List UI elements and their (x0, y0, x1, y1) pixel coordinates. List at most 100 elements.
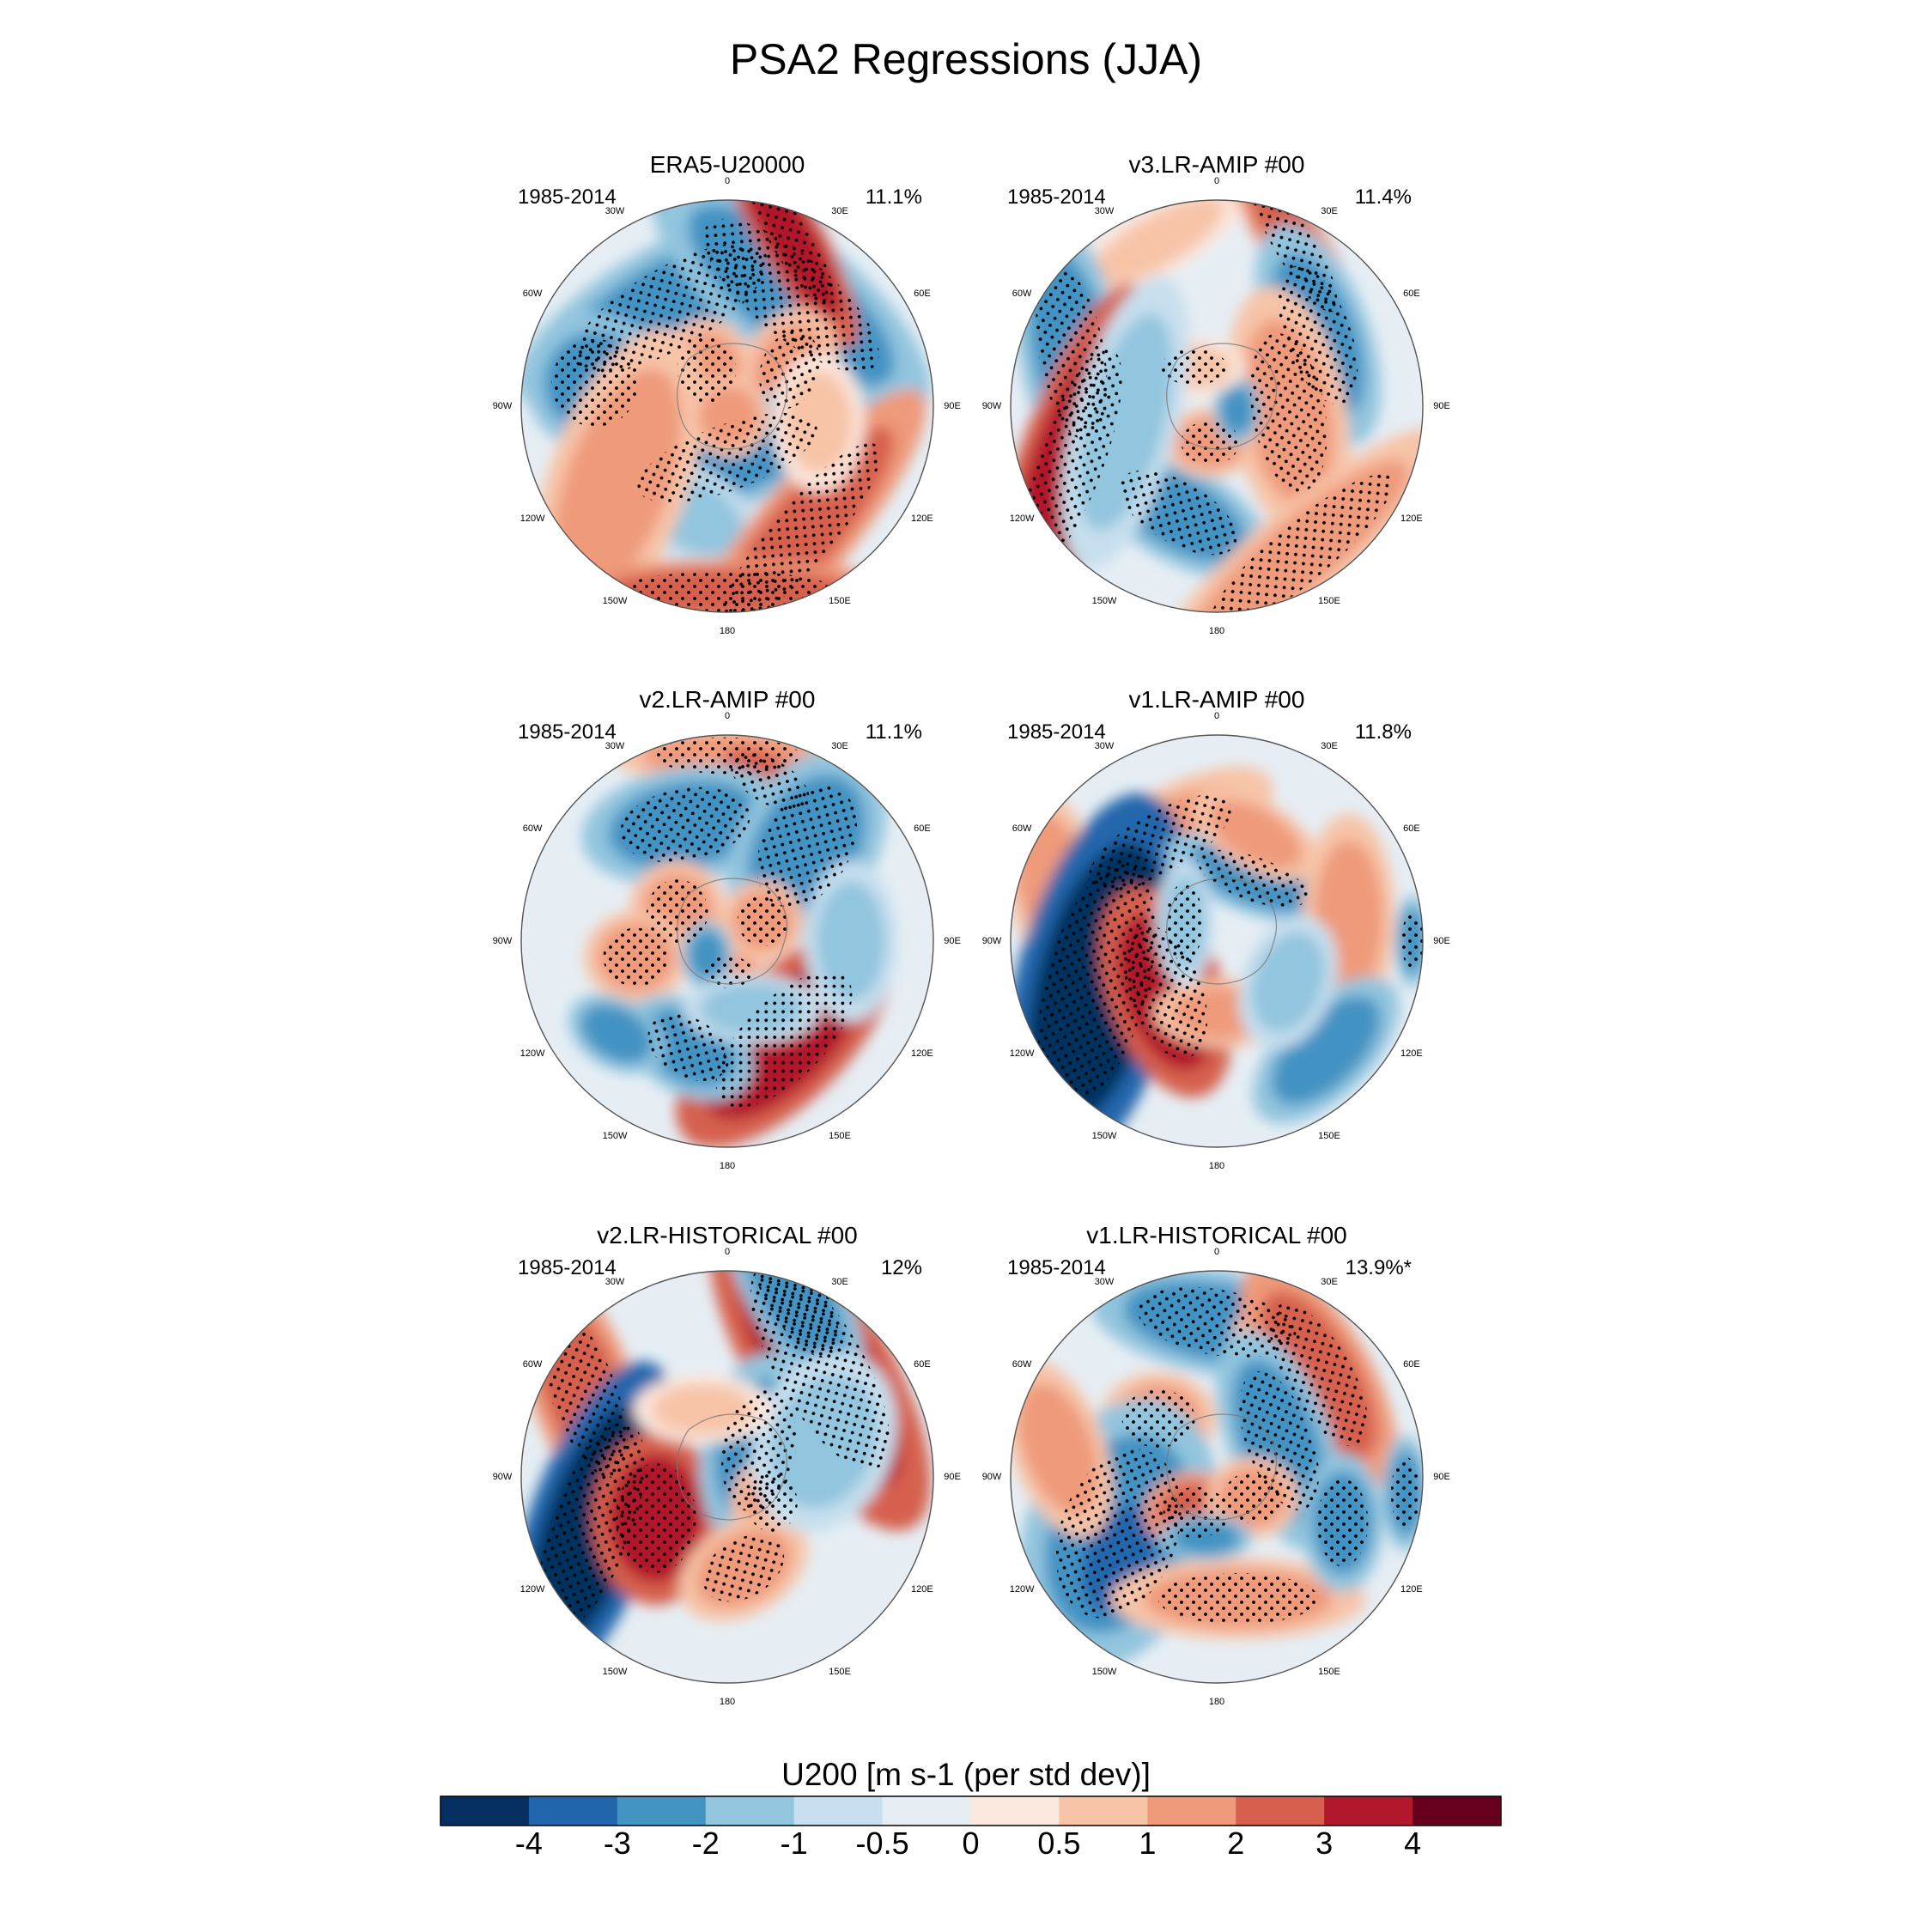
longitude-label: 180 (1208, 1161, 1225, 1171)
longitude-label: 120E (911, 1048, 933, 1059)
longitude-label: 120W (519, 513, 545, 524)
longitude-label: 90E (1433, 401, 1450, 411)
significance-stippling (1390, 1456, 1420, 1530)
anomaly-contour (1088, 200, 1225, 287)
significance-stippling (737, 895, 789, 946)
longitude-label: 180 (719, 1697, 736, 1707)
longitude-label: 90W (492, 401, 513, 411)
longitude-label: 30W (605, 741, 625, 752)
panel-title: v2.LR-HISTORICAL #00 (597, 1222, 858, 1249)
colorbar-swatch (1324, 1796, 1413, 1826)
longitude-label: 30E (831, 741, 848, 752)
longitude-label: 120W (1009, 1584, 1035, 1595)
longitude-label: 90W (492, 1472, 513, 1482)
longitude-label: 120W (1009, 513, 1035, 524)
coastline (1166, 343, 1278, 450)
longitude-label: 180 (719, 626, 736, 636)
longitude-label: 60E (1403, 289, 1420, 299)
longitude-label: 0 (1213, 1247, 1220, 1257)
significance-stippling (637, 412, 817, 503)
significance-stippling (1316, 1479, 1369, 1567)
anomaly-contour (1272, 996, 1381, 1105)
figure-title: PSA2 Regressions (JJA) (729, 35, 1203, 83)
significance-stippling (702, 1534, 785, 1602)
colorbar-title: U200 [m s-1 (per std dev)] (781, 1757, 1151, 1792)
significance-stippling (551, 338, 640, 427)
significance-stippling (1121, 1389, 1195, 1449)
longitude-label: 60E (914, 289, 931, 299)
significance-stippling (1166, 882, 1203, 963)
panel-period: 1985-2014 (1007, 185, 1106, 209)
significance-stippling (1181, 421, 1240, 465)
longitude-label: 150E (829, 1666, 851, 1677)
anomaly-contour (1078, 313, 1173, 531)
longitude-label: 120E (1400, 1048, 1423, 1059)
longitude-label: 0 (724, 1247, 731, 1257)
anomaly-contour (1018, 1383, 1099, 1515)
panel-period: 1985-2014 (1007, 720, 1106, 744)
longitude-label: 90W (981, 1472, 1002, 1482)
significance-stippling (616, 1463, 696, 1573)
longitude-label: 120W (519, 1048, 545, 1059)
significance-stippling (617, 571, 837, 612)
anomaly-contour (580, 1004, 653, 1064)
panel-variance-pct: 11.1% (865, 720, 922, 744)
panel-period: 1985-2014 (1007, 1256, 1106, 1279)
longitude-label: 60W (1012, 823, 1032, 834)
longitude-label: 180 (1208, 1697, 1225, 1707)
longitude-label: 0 (724, 711, 731, 721)
longitude-label: 30W (605, 1277, 625, 1288)
coastline (677, 878, 788, 985)
longitude-label: 60E (914, 823, 931, 834)
coastline (1166, 1413, 1278, 1521)
longitude-label: 0 (1213, 176, 1220, 186)
longitude-label: 30W (1094, 1277, 1115, 1288)
longitude-label: 150E (1318, 595, 1340, 606)
longitude-label: 30E (1321, 741, 1338, 752)
significance-stippling (702, 956, 753, 988)
significance-stippling (715, 970, 853, 1108)
significance-stippling (647, 1014, 730, 1081)
longitude-label: 150E (829, 595, 851, 606)
colorbar-swatch (705, 1796, 795, 1826)
longitude-label: 120E (911, 513, 933, 524)
colorbar-swatch (970, 1796, 1060, 1826)
panel-title: v3.LR-AMIP #00 (1128, 151, 1305, 178)
panel-period: 1985-2014 (518, 185, 617, 209)
significance-stippling (620, 787, 750, 863)
longitude-label: 60E (1403, 1359, 1420, 1370)
colorbar-swatch (882, 1796, 971, 1826)
significance-stippling (603, 927, 669, 987)
longitude-label: 90E (944, 1472, 961, 1482)
anomaly-contour (554, 368, 682, 598)
anomaly-contour (651, 1383, 755, 1436)
longitude-label: 60W (522, 289, 543, 299)
longitude-label: 0 (724, 176, 731, 186)
colorbar-swatch (1147, 1796, 1236, 1826)
longitude-label: 150E (829, 1130, 851, 1141)
longitude-label: 30E (831, 206, 848, 217)
colorbar-swatch (617, 1796, 707, 1826)
anomaly-contour (1219, 384, 1255, 436)
colorbar-swatch (528, 1796, 618, 1826)
colorbar-swatch (1413, 1796, 1502, 1826)
significance-stippling (1055, 1449, 1182, 1619)
coastline (677, 343, 788, 450)
panel-title: v2.LR-AMIP #00 (639, 686, 816, 713)
longitude-label: 150W (1091, 1130, 1117, 1141)
anomaly-contour (1209, 800, 1303, 869)
longitude-label: 30E (1321, 206, 1338, 217)
panel-variance-pct: 11.1% (865, 185, 922, 209)
significance-stippling (1249, 332, 1327, 492)
panel-variance-pct: 11.8% (1354, 720, 1412, 744)
significance-stippling (1157, 1573, 1319, 1625)
longitude-label: 90E (1433, 1472, 1450, 1482)
panel-period: 1985-2014 (518, 1256, 617, 1279)
longitude-label: 30W (1094, 206, 1115, 217)
longitude-label: 90E (944, 936, 961, 946)
polar-map-panel (1010, 199, 1424, 613)
longitude-label: 120E (1400, 1584, 1423, 1595)
significance-stippling (1209, 474, 1393, 612)
significance-stippling (759, 331, 821, 410)
longitude-label: 60W (1012, 1359, 1032, 1370)
